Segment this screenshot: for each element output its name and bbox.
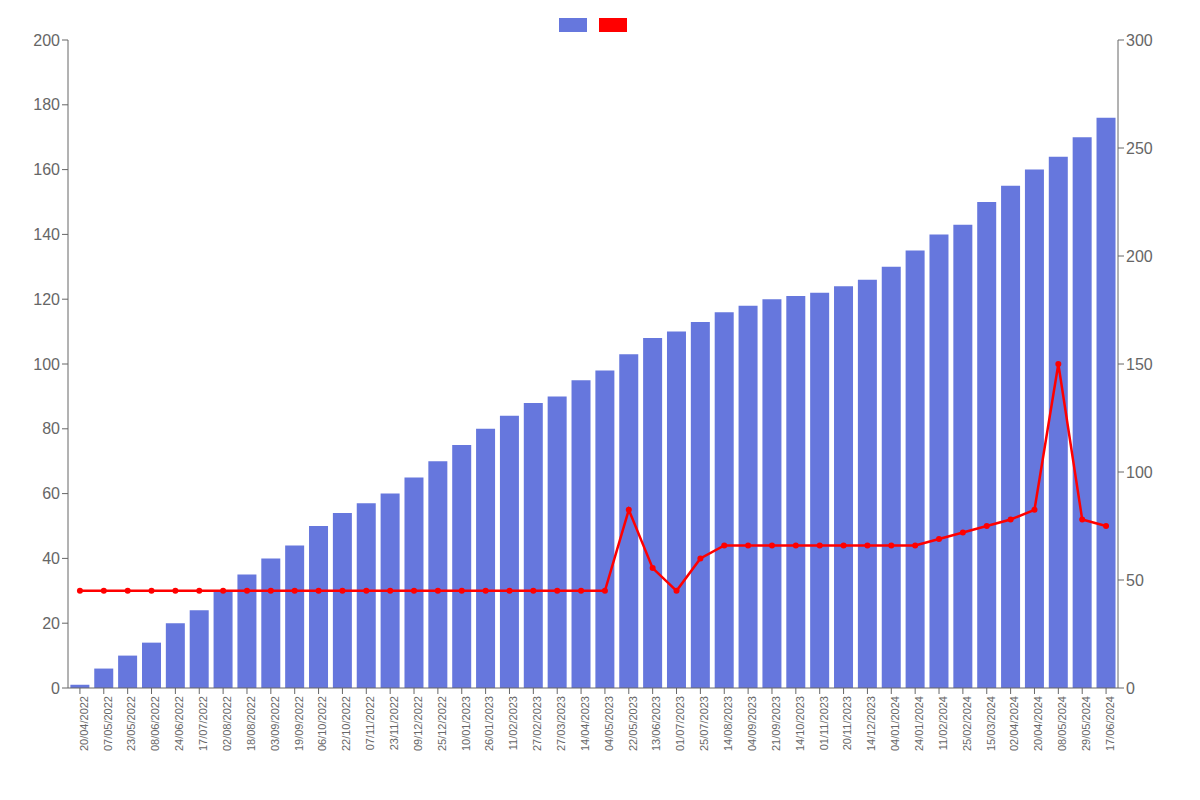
svg-text:22/05/2023: 22/05/2023 <box>627 696 639 751</box>
svg-text:120: 120 <box>33 291 60 308</box>
svg-text:19/09/2022: 19/09/2022 <box>293 696 305 751</box>
svg-text:07/05/2022: 07/05/2022 <box>102 696 114 751</box>
svg-text:20/11/2023: 20/11/2023 <box>841 696 853 750</box>
svg-text:80: 80 <box>42 420 60 437</box>
svg-text:07/11/2022: 07/11/2022 <box>364 696 376 750</box>
svg-text:100: 100 <box>1126 464 1153 481</box>
svg-text:06/10/2022: 06/10/2022 <box>316 696 328 751</box>
svg-text:23/05/2022: 23/05/2022 <box>125 696 137 751</box>
svg-text:200: 200 <box>1126 248 1153 265</box>
svg-text:25/12/2022: 25/12/2022 <box>436 696 448 751</box>
svg-text:180: 180 <box>33 96 60 113</box>
svg-text:27/02/2023: 27/02/2023 <box>531 696 543 751</box>
svg-text:25/07/2023: 25/07/2023 <box>698 696 710 751</box>
svg-text:08/06/2022: 08/06/2022 <box>149 696 161 751</box>
svg-text:10/01/2023: 10/01/2023 <box>460 696 472 751</box>
svg-text:08/05/2024: 08/05/2024 <box>1056 696 1068 751</box>
svg-text:200: 200 <box>33 32 60 49</box>
svg-text:250: 250 <box>1126 140 1153 157</box>
svg-text:26/01/2023: 26/01/2023 <box>483 696 495 751</box>
svg-text:13/06/2023: 13/06/2023 <box>650 696 662 751</box>
svg-text:02/08/2022: 02/08/2022 <box>221 696 233 751</box>
svg-text:20/04/2022: 20/04/2022 <box>78 696 90 751</box>
svg-text:09/12/2022: 09/12/2022 <box>412 696 424 751</box>
svg-text:01/07/2023: 01/07/2023 <box>674 696 686 751</box>
svg-text:40: 40 <box>42 550 60 567</box>
svg-text:24/06/2022: 24/06/2022 <box>173 696 185 751</box>
svg-text:29/05/2024: 29/05/2024 <box>1080 696 1092 751</box>
svg-text:27/03/2023: 27/03/2023 <box>555 696 567 751</box>
svg-text:20/04/2024: 20/04/2024 <box>1032 696 1044 751</box>
svg-text:11/02/2024: 11/02/2024 <box>937 696 949 750</box>
svg-text:25/02/2024: 25/02/2024 <box>961 696 973 751</box>
svg-text:0: 0 <box>51 680 60 697</box>
svg-text:20: 20 <box>42 615 60 632</box>
svg-text:140: 140 <box>33 226 60 243</box>
svg-text:14/04/2023: 14/04/2023 <box>579 696 591 751</box>
svg-text:18/08/2022: 18/08/2022 <box>245 696 257 751</box>
svg-text:300: 300 <box>1126 32 1153 49</box>
svg-text:24/01/2024: 24/01/2024 <box>913 696 925 751</box>
svg-text:03/09/2022: 03/09/2022 <box>269 696 281 751</box>
svg-text:01/11/2023: 01/11/2023 <box>818 696 830 750</box>
svg-text:14/10/2023: 14/10/2023 <box>794 696 806 751</box>
svg-text:04/05/2023: 04/05/2023 <box>603 696 615 751</box>
svg-text:23/11/2022: 23/11/2022 <box>388 696 400 750</box>
svg-text:11/02/2023: 11/02/2023 <box>507 696 519 750</box>
svg-text:14/12/2023: 14/12/2023 <box>865 696 877 751</box>
svg-text:60: 60 <box>42 485 60 502</box>
svg-text:17/07/2022: 17/07/2022 <box>197 696 209 751</box>
svg-text:160: 160 <box>33 161 60 178</box>
svg-text:04/09/2023: 04/09/2023 <box>746 696 758 751</box>
svg-text:100: 100 <box>33 356 60 373</box>
svg-text:02/04/2024: 02/04/2024 <box>1008 696 1020 751</box>
svg-text:0: 0 <box>1126 680 1135 697</box>
svg-text:14/08/2023: 14/08/2023 <box>722 696 734 751</box>
svg-text:50: 50 <box>1126 572 1144 589</box>
svg-text:150: 150 <box>1126 356 1153 373</box>
svg-text:21/09/2023: 21/09/2023 <box>770 696 782 751</box>
svg-text:22/10/2022: 22/10/2022 <box>340 696 352 751</box>
svg-text:15/03/2024: 15/03/2024 <box>985 696 997 751</box>
svg-text:04/01/2024: 04/01/2024 <box>889 696 901 751</box>
svg-text:17/06/2024: 17/06/2024 <box>1104 696 1116 751</box>
